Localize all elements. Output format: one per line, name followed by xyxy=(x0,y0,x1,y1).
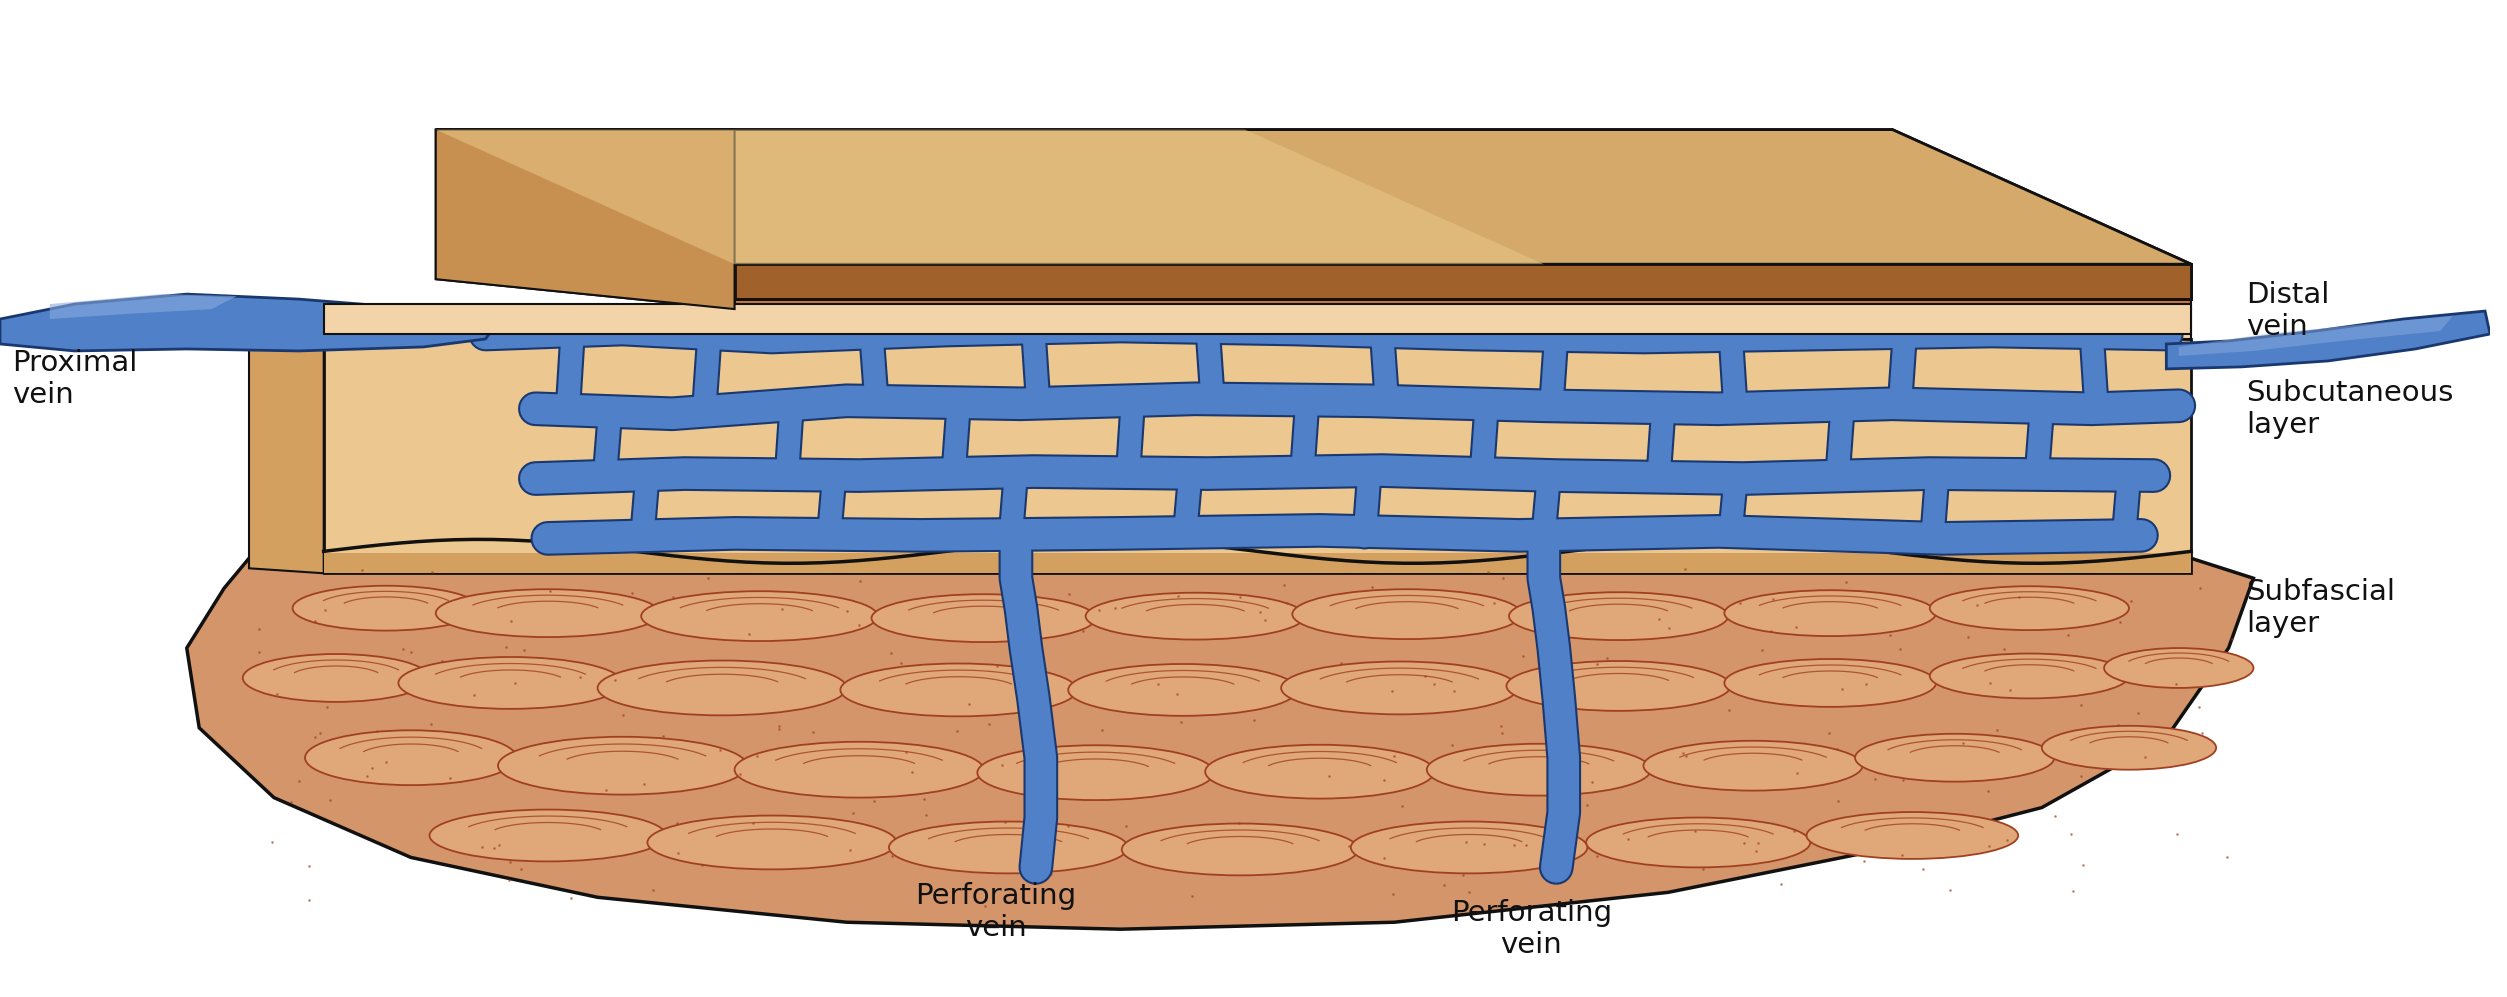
Polygon shape xyxy=(50,294,236,319)
Polygon shape xyxy=(436,130,2191,264)
Ellipse shape xyxy=(399,657,622,709)
Polygon shape xyxy=(735,264,2191,299)
Ellipse shape xyxy=(306,730,516,786)
Ellipse shape xyxy=(1509,592,1727,640)
Ellipse shape xyxy=(1281,662,1517,714)
Ellipse shape xyxy=(2041,726,2216,770)
Ellipse shape xyxy=(243,654,429,702)
Text: Perforating
vein: Perforating vein xyxy=(915,882,1076,942)
Text: Perforating
vein: Perforating vein xyxy=(1452,899,1612,959)
Polygon shape xyxy=(735,264,2191,299)
Polygon shape xyxy=(186,558,2254,929)
Ellipse shape xyxy=(1086,592,1304,640)
Text: Distal
vein: Distal vein xyxy=(2246,281,2329,341)
Ellipse shape xyxy=(1121,824,1359,875)
Text: Subfascial
layer: Subfascial layer xyxy=(2246,578,2394,638)
Ellipse shape xyxy=(1206,745,1434,799)
Ellipse shape xyxy=(1068,664,1296,716)
Ellipse shape xyxy=(1808,812,2018,859)
Ellipse shape xyxy=(597,660,847,716)
Ellipse shape xyxy=(978,746,1213,800)
Ellipse shape xyxy=(1351,822,1587,873)
Ellipse shape xyxy=(872,594,1096,642)
Polygon shape xyxy=(248,319,323,573)
Ellipse shape xyxy=(1725,659,1935,707)
Ellipse shape xyxy=(1930,654,2128,698)
Polygon shape xyxy=(323,309,2191,339)
Ellipse shape xyxy=(1855,734,2053,782)
Polygon shape xyxy=(0,294,499,351)
Polygon shape xyxy=(436,130,1544,264)
Polygon shape xyxy=(436,130,735,309)
Polygon shape xyxy=(323,304,2191,334)
Polygon shape xyxy=(2179,316,2452,356)
Text: Proximal
vein: Proximal vein xyxy=(13,349,138,409)
Ellipse shape xyxy=(890,822,1128,873)
Ellipse shape xyxy=(1725,590,1935,636)
Ellipse shape xyxy=(2103,648,2254,688)
Polygon shape xyxy=(436,130,1544,264)
Ellipse shape xyxy=(1645,741,1863,791)
Ellipse shape xyxy=(642,591,877,641)
Ellipse shape xyxy=(1930,586,2128,630)
Polygon shape xyxy=(436,130,735,309)
Polygon shape xyxy=(323,339,2191,573)
Ellipse shape xyxy=(499,737,747,795)
Polygon shape xyxy=(436,130,2191,264)
Polygon shape xyxy=(2166,311,2489,369)
Polygon shape xyxy=(735,299,2191,309)
Ellipse shape xyxy=(1291,589,1522,639)
Ellipse shape xyxy=(1426,744,1652,796)
Ellipse shape xyxy=(647,816,898,869)
Ellipse shape xyxy=(436,589,659,637)
Ellipse shape xyxy=(840,664,1078,716)
Ellipse shape xyxy=(1587,818,1810,867)
Ellipse shape xyxy=(293,586,479,631)
Ellipse shape xyxy=(1507,661,1730,711)
Polygon shape xyxy=(323,553,2191,573)
Text: Subcutaneous
layer: Subcutaneous layer xyxy=(2246,379,2454,439)
Ellipse shape xyxy=(429,810,667,861)
Ellipse shape xyxy=(735,742,983,798)
